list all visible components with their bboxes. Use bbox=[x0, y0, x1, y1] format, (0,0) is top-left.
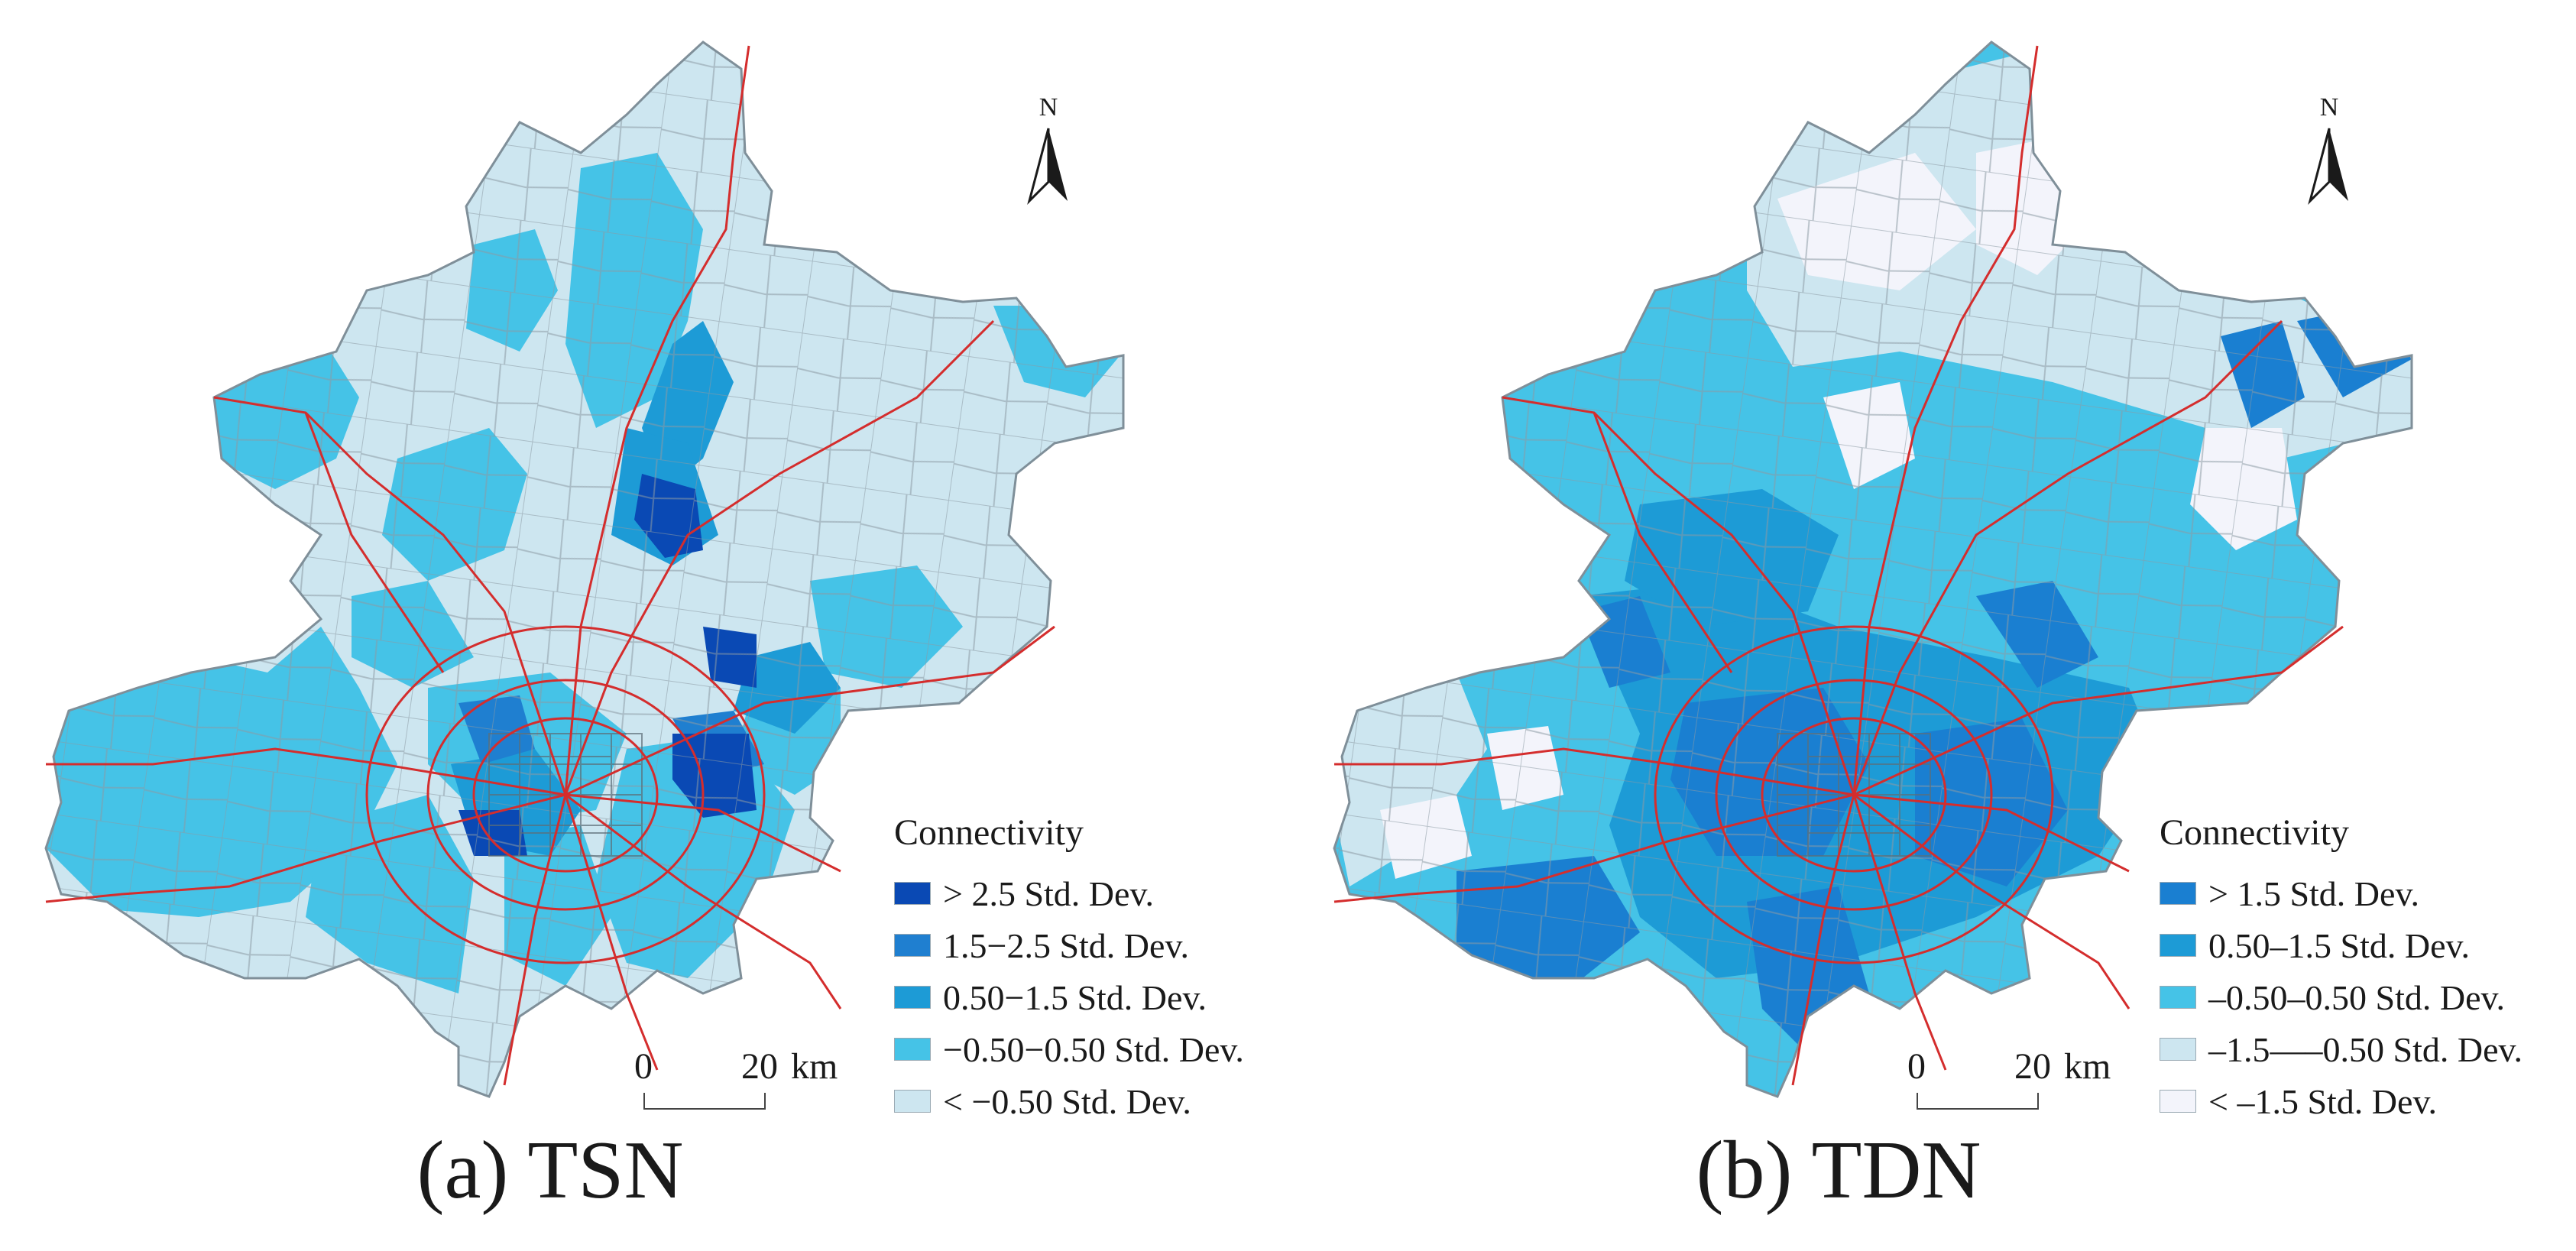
legend-swatch bbox=[2160, 934, 2196, 957]
legend-label: > 2.5 Std. Dev. bbox=[943, 873, 1154, 913]
scale-unit: km bbox=[2064, 1046, 2111, 1087]
panel-title: (a) TSN bbox=[416, 1125, 684, 1216]
legend-item: –0.50–0.50 Std. Dev. bbox=[2160, 971, 2523, 1023]
legend-item: > 2.5 Std. Dev. bbox=[894, 867, 1244, 919]
scale-bar-line bbox=[643, 1093, 766, 1110]
north-arrow-icon bbox=[1027, 128, 1068, 205]
legend-item: 1.5−2.5 Std. Dev. bbox=[894, 919, 1244, 971]
legend-label: –1.5—–0.50 Std. Dev. bbox=[2208, 1029, 2523, 1069]
panel-tsn: N Connectivity > 2.5 Std. Dev. 1.5−2.5 S… bbox=[44, 41, 1244, 1216]
scale-start: 0 bbox=[634, 1046, 653, 1087]
panel-title: (b) TDN bbox=[1696, 1125, 1981, 1216]
legend-item: > 1.5 Std. Dev. bbox=[2160, 867, 2523, 919]
legend-swatch bbox=[2160, 882, 2196, 905]
scale-end: 20 bbox=[741, 1046, 778, 1087]
legend-swatch bbox=[2160, 986, 2196, 1009]
legend-label: 0.50−1.5 Std. Dev. bbox=[943, 977, 1207, 1017]
north-arrow-icon bbox=[2308, 128, 2348, 205]
legend-swatch bbox=[2160, 1038, 2196, 1061]
legend-swatch bbox=[894, 934, 931, 957]
legend-title: Connectivity bbox=[894, 812, 1084, 853]
panel-tdn: N Connectivity > 1.5 Std. Dev. 0.50–1.5 … bbox=[1288, 0, 2576, 1251]
map-tdn bbox=[1333, 41, 2413, 1098]
legend-label: > 1.5 Std. Dev. bbox=[2208, 873, 2419, 913]
scale-end: 20 bbox=[2014, 1046, 2051, 1087]
legend-label: < –1.5 Std. Dev. bbox=[2208, 1081, 2437, 1121]
legend-swatch bbox=[894, 882, 931, 905]
scale-unit: km bbox=[791, 1046, 838, 1087]
legend-label: –0.50–0.50 Std. Dev. bbox=[2208, 977, 2506, 1017]
legend-item: 0.50–1.5 Std. Dev. bbox=[2160, 919, 2523, 971]
legend-tdn: Connectivity > 1.5 Std. Dev. 0.50–1.5 St… bbox=[2160, 812, 2523, 1127]
legend-label: 1.5−2.5 Std. Dev. bbox=[943, 925, 1189, 965]
legend-item: < –1.5 Std. Dev. bbox=[2160, 1075, 2523, 1127]
legend-item: –1.5—–0.50 Std. Dev. bbox=[2160, 1023, 2523, 1075]
legend-item: < −0.50 Std. Dev. bbox=[894, 1075, 1244, 1127]
north-arrow: N bbox=[2306, 95, 2352, 209]
scale-bar-b: 0 20 km bbox=[1900, 1045, 2111, 1129]
legend-title: Connectivity bbox=[2160, 812, 2349, 853]
legend-swatch bbox=[894, 1090, 931, 1113]
legend-swatch bbox=[894, 1038, 931, 1061]
legend-item: 0.50−1.5 Std. Dev. bbox=[894, 971, 1244, 1023]
legend-label: 0.50–1.5 Std. Dev. bbox=[2208, 925, 2471, 965]
north-label: N bbox=[2319, 93, 2339, 122]
scale-bar: 0 20 km bbox=[627, 1045, 838, 1129]
scale-bar-line bbox=[1917, 1093, 2039, 1110]
legend-item: −0.50−0.50 Std. Dev. bbox=[894, 1023, 1244, 1075]
map-tsn bbox=[44, 41, 1125, 1098]
scale-start: 0 bbox=[1907, 1046, 1926, 1087]
legend-swatch bbox=[2160, 1090, 2196, 1113]
legend-label: −0.50−0.50 Std. Dev. bbox=[943, 1029, 1244, 1069]
north-arrow: N bbox=[1026, 95, 1071, 209]
north-label: N bbox=[1039, 93, 1058, 122]
legend-label: < −0.50 Std. Dev. bbox=[943, 1081, 1191, 1121]
legend-swatch bbox=[894, 986, 931, 1009]
legend-tsn: Connectivity > 2.5 Std. Dev. 1.5−2.5 Std… bbox=[894, 812, 1244, 1127]
